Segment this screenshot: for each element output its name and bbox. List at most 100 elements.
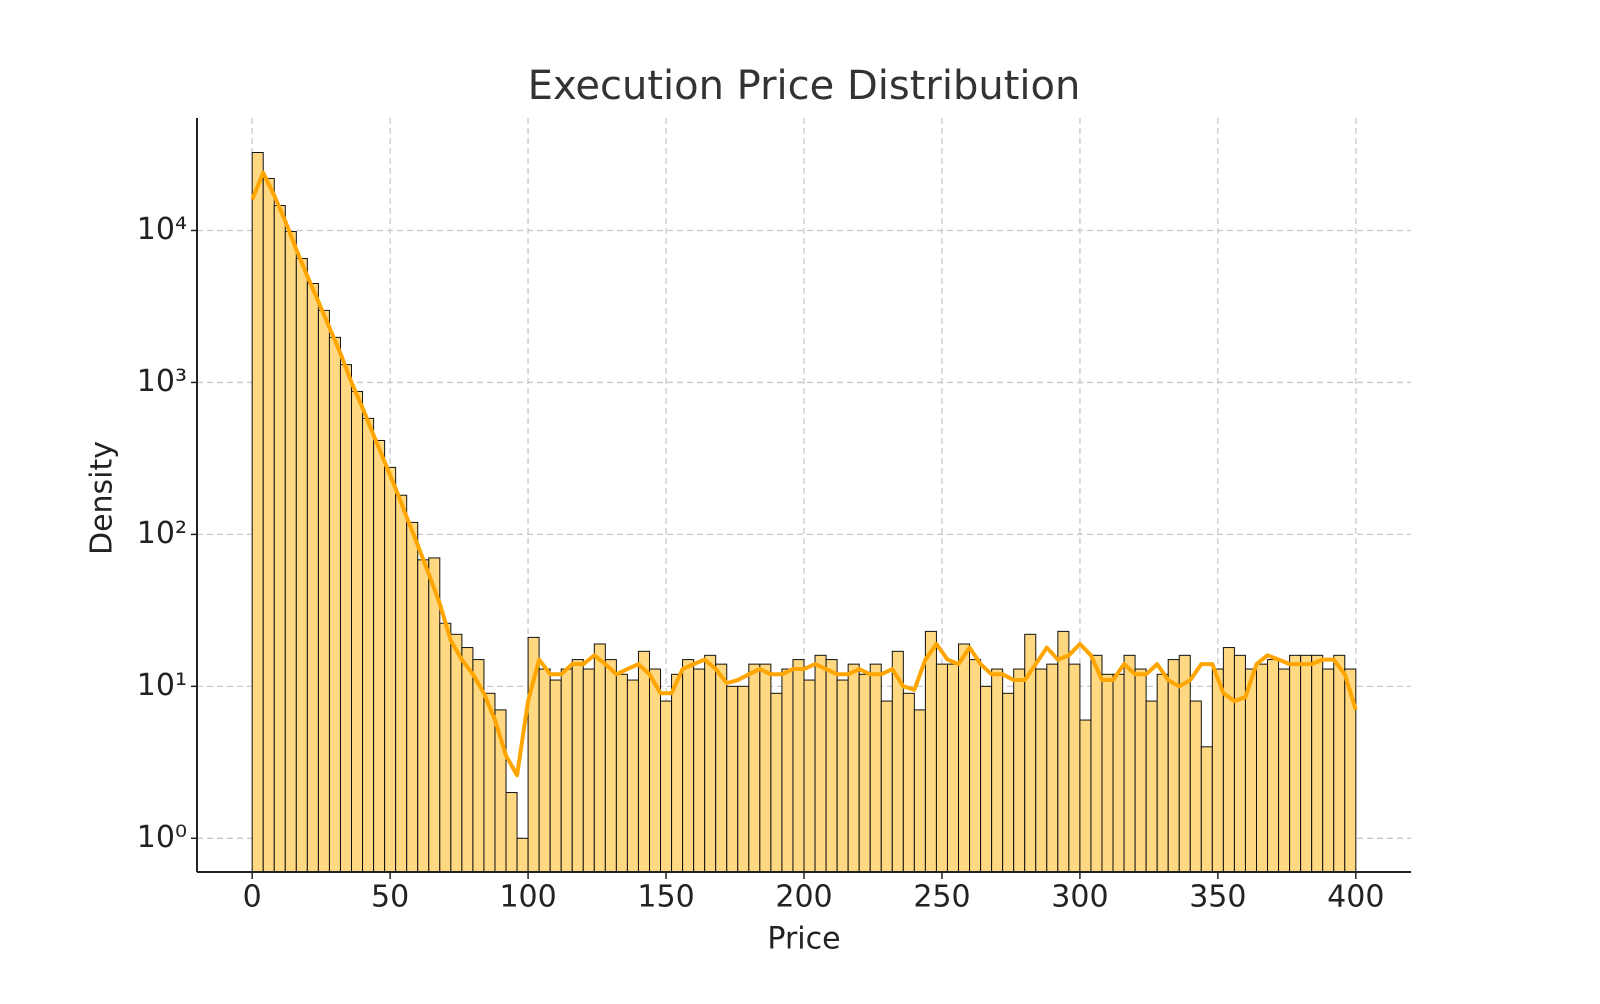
bar [339,364,353,873]
x-tick-label: 350 [1189,880,1246,915]
bar [505,792,518,873]
x-tick-label: 100 [499,880,556,915]
bar [262,177,275,873]
bar [748,663,761,873]
bar [1222,647,1235,873]
bar [450,633,463,873]
bar [1311,654,1324,873]
bar [660,700,673,873]
bar [273,205,286,873]
bar [759,663,772,873]
bar [1322,668,1335,873]
bar [1013,668,1026,873]
bar [295,258,308,873]
bar [538,668,551,873]
bar [571,659,584,873]
bar [1046,663,1059,873]
bar [1035,668,1048,873]
bar [384,466,397,873]
bar [858,673,871,873]
bar [615,673,628,873]
bar [306,282,319,873]
bar [626,679,639,873]
bar [328,336,341,873]
bar [317,309,330,873]
bar [362,417,375,873]
chart-title: Execution Price Distribution [528,63,1081,109]
bar [1278,668,1291,873]
bar [1156,673,1169,873]
bar [549,679,562,873]
bar [1300,654,1313,873]
bar [1134,668,1147,873]
bar [946,663,960,873]
bar [439,622,452,873]
bar [1101,673,1114,873]
bar [726,685,739,873]
bar [682,659,695,873]
bar [880,700,893,873]
bar [1289,654,1302,873]
bar [693,668,706,873]
x-tick-label: 400 [1327,880,1384,915]
bar [582,668,595,873]
bar [969,659,982,873]
kde-line [250,170,1358,778]
bar [1068,663,1081,873]
y-tick-label: 10⁰ [137,820,187,855]
bar [351,390,364,873]
bar [1145,700,1158,873]
bar [373,439,386,873]
bar [1244,668,1257,873]
x-tick-label: 50 [371,880,409,915]
bar [516,837,529,873]
y-tick-label: 10² [137,516,187,551]
bar [251,152,264,873]
bar [1167,659,1180,873]
bar [902,692,915,873]
bar [980,685,993,873]
y-tick-label: 10³ [137,364,187,399]
x-tick-label: 150 [637,880,694,915]
bar [1112,673,1125,873]
bar [704,654,717,873]
bar [770,692,783,873]
bar [648,668,662,873]
bar [924,630,937,873]
bar [1200,746,1213,873]
bar [1211,668,1224,873]
bar [913,709,926,873]
bar [1178,654,1191,873]
x-tick-label: 200 [775,880,832,915]
bar [847,663,860,873]
bar [604,659,617,873]
bar [1057,630,1070,873]
bar [825,659,838,873]
bar [1123,654,1136,873]
bar [1090,654,1103,873]
bar [814,654,827,873]
y-tick-label: 10¹ [137,668,187,703]
x-tick-label: 0 [243,880,262,915]
bar [284,230,297,873]
bar [395,494,408,873]
bar [869,663,882,873]
bar [1079,719,1092,873]
x-tick-label: 300 [1051,880,1108,915]
x-axis-label: Price [767,922,840,957]
bar [637,650,650,873]
bar [781,668,794,873]
bar [792,659,805,873]
x-tick-label: 250 [913,880,970,915]
y-axis-label: Density [85,441,120,555]
bar [836,679,849,873]
bar [1333,654,1346,873]
y-tick-label: 10⁴ [137,212,187,247]
bar [560,668,573,873]
bar [803,679,816,873]
bar [1255,663,1269,873]
bar [1189,700,1202,873]
bar [406,521,419,873]
bar [715,663,728,873]
